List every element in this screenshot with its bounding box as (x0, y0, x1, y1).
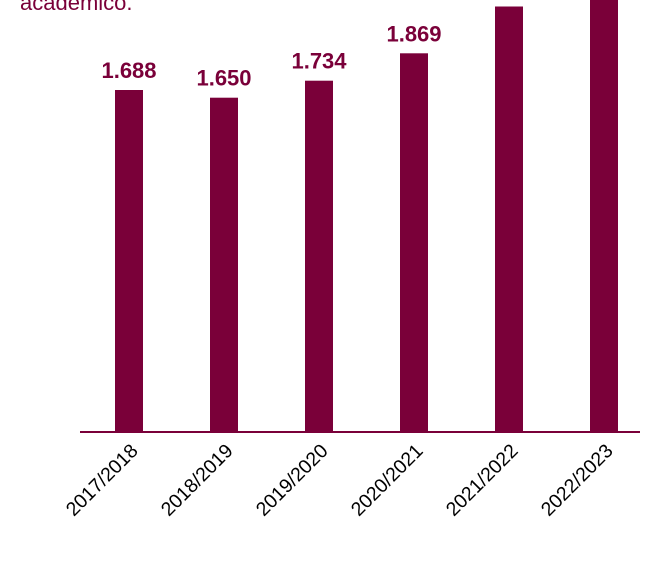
x-tick-label-2018-2019: 2018/2019 (157, 440, 238, 521)
x-tick-label-2021-2022: 2021/2022 (442, 440, 523, 521)
bar-2021-2022 (495, 6, 523, 432)
x-tick-label-2019-2020: 2019/2020 (252, 440, 333, 521)
value-label-2020-2021: 1.869 (386, 21, 441, 46)
x-tick-label-2017-2018: 2017/2018 (62, 440, 143, 521)
value-label-2019-2020: 1.734 (291, 49, 347, 74)
x-tick-label-2020-2021: 2020/2021 (347, 440, 428, 521)
value-label-2018-2019: 1.650 (196, 66, 251, 91)
value-labels-group: 1.688 1.650 1.734 1.869 (101, 21, 441, 90)
bar-2018-2019 (210, 97, 238, 432)
bar-2019-2020 (305, 80, 333, 432)
x-tick-labels-group: 2017/2018 2018/2019 2019/2020 2020/2021 2021… (62, 440, 618, 521)
bar-2022-2023 (590, 0, 618, 433)
x-tick-label-2022-2023: 2022/2023 (537, 440, 618, 521)
value-label-2017-2018: 1.688 (101, 58, 156, 83)
chart-title: académico. (20, 0, 133, 15)
bar-2017-2018 (115, 90, 143, 432)
bars-group (115, 0, 618, 433)
bar-2020-2021 (400, 53, 428, 433)
